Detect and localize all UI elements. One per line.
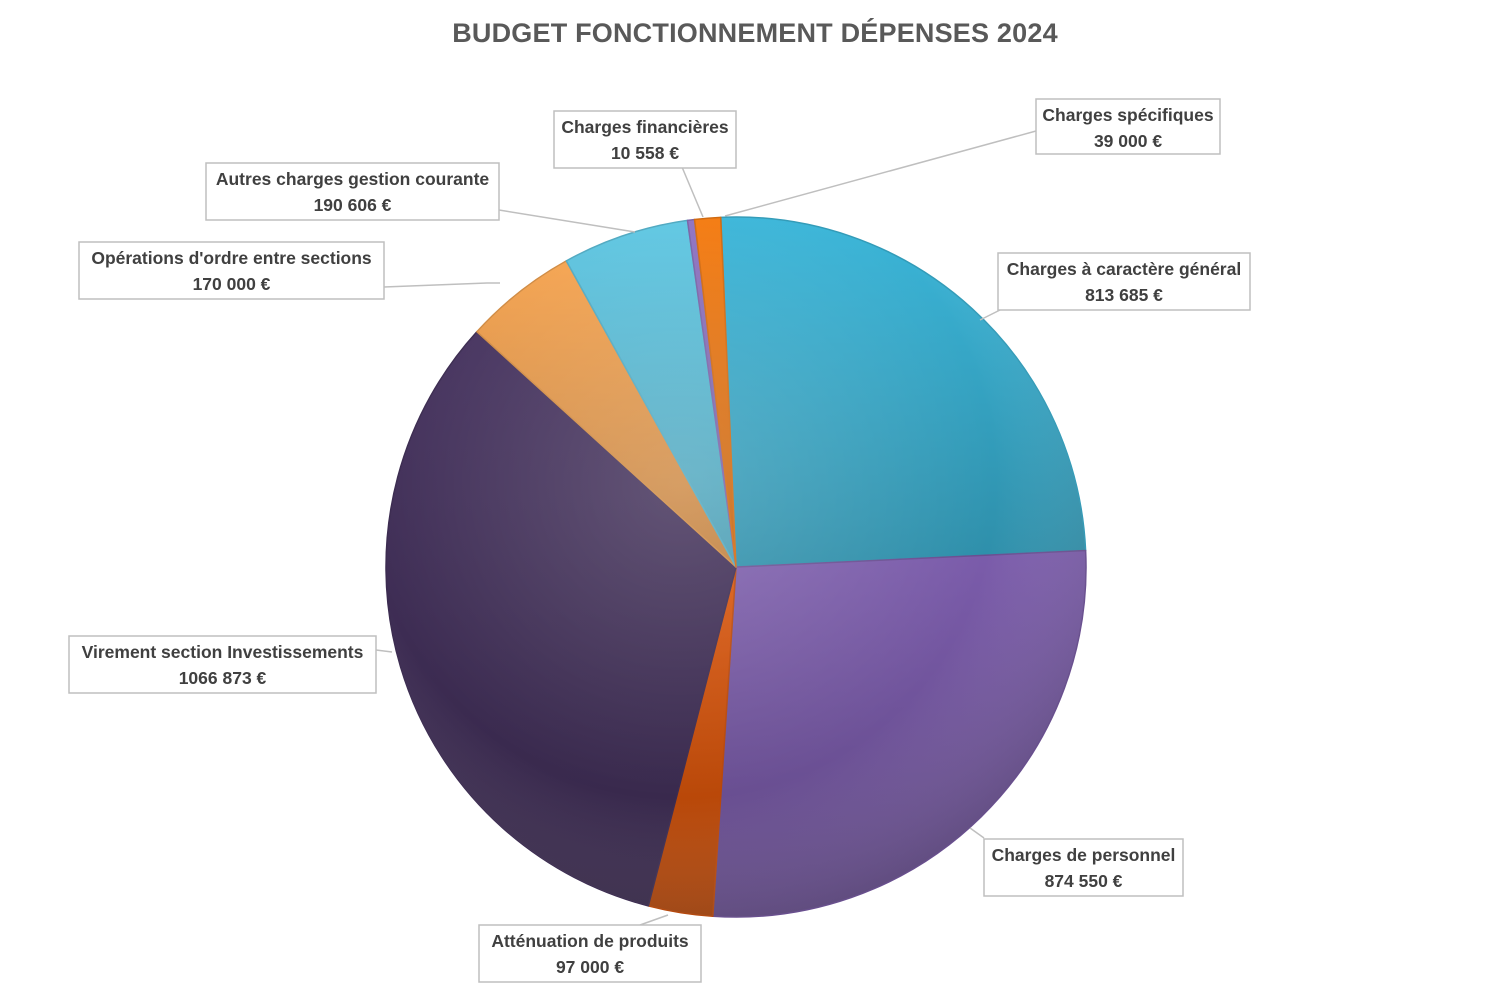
data-label-1: Charges de personnel 874 550 € — [983, 838, 1184, 897]
leader-line-4 — [383, 282, 500, 288]
data-label-name: Opérations d'ordre entre sections — [91, 248, 372, 268]
data-label-6: Charges financières 10 558 € — [553, 110, 737, 169]
data-label-value: 10 558 € — [611, 143, 679, 163]
data-label-0: Charges à caractère général 813 685 € — [997, 252, 1251, 311]
leader-line-0 — [979, 309, 1001, 321]
data-label-4: Opérations d'ordre entre sections 170 000… — [78, 241, 385, 300]
data-label-value: 97 000 € — [556, 957, 624, 977]
data-label-3: Virement section Investissements 1066 873… — [68, 635, 377, 694]
data-label-name: Charges à caractère général — [1007, 259, 1241, 279]
data-label-name: Charges spécifiques — [1042, 105, 1213, 125]
leader-line-2 — [639, 914, 669, 926]
data-label-name: Autres charges gestion courante — [216, 169, 490, 189]
data-label-value: 170 000 € — [193, 274, 271, 294]
data-label-name: Charges financières — [561, 117, 729, 137]
leader-line-3 — [375, 649, 393, 653]
data-label-name: Virement section Investissements — [82, 642, 364, 662]
leader-line-6 — [681, 166, 704, 218]
leader-line-1 — [969, 827, 985, 839]
data-label-value: 190 606 € — [314, 195, 392, 215]
data-label-value: 813 685 € — [1085, 285, 1163, 305]
leader-line-7 — [724, 130, 1037, 217]
chart-title: BUDGET FONCTIONNEMENT DÉPENSES 2024 — [452, 18, 1058, 48]
data-label-name: Charges de personnel — [992, 845, 1176, 865]
leader-line-5 — [498, 209, 636, 233]
data-label-value: 39 000 € — [1094, 131, 1162, 151]
data-label-name: Atténuation de produits — [491, 931, 689, 951]
data-label-5: Autres charges gestion courante 190 606 € — [205, 162, 500, 221]
data-label-value: 874 550 € — [1045, 871, 1123, 891]
data-label-7: Charges spécifiques 39 000 € — [1035, 98, 1221, 155]
data-label-2: Atténuation de produits 97 000 € — [478, 924, 702, 983]
data-label-value: 1066 873 € — [179, 668, 267, 688]
